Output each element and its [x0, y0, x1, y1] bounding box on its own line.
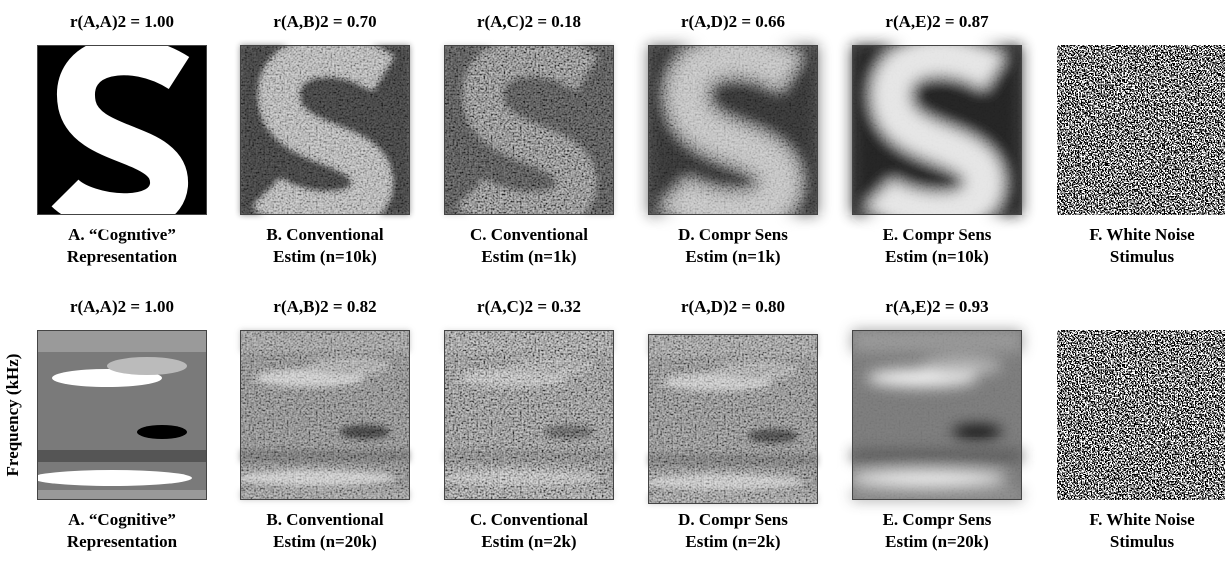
- panel-caption: E. Compr Sens: [883, 510, 992, 529]
- y-axis-label: Frequency (kHz): [3, 354, 22, 477]
- panel-caption: Estim (n=2k): [685, 532, 780, 551]
- panel-caption: B. Conventional: [266, 225, 383, 244]
- formant: [32, 470, 192, 486]
- panel-caption: Representation: [67, 247, 178, 266]
- noise-overlay: [852, 330, 1022, 500]
- panel-title: r(A,B)2 = 0.70: [273, 12, 376, 31]
- panel-image: [444, 37, 614, 232]
- panel-image: [847, 330, 1022, 500]
- image-frame: [852, 330, 1022, 500]
- panel-caption: A. “Cognitive”: [68, 510, 176, 529]
- panel-image: [643, 334, 818, 504]
- panel-caption: Estim (n=2k): [481, 532, 576, 551]
- image-features: [32, 330, 207, 500]
- noise-overlay: [444, 45, 614, 215]
- panel-title: r(A,D)2 = 0.66: [681, 12, 785, 31]
- formant: [107, 357, 187, 375]
- panel-caption: Stimulus: [1110, 532, 1175, 551]
- image-frame: [852, 45, 1022, 215]
- noise-image: [1057, 330, 1225, 500]
- image-frame: [240, 45, 410, 215]
- panel-title: r(A,E)2 = 0.87: [885, 12, 989, 31]
- dark-blob: [137, 425, 187, 439]
- panel-title: r(A,C)2 = 0.18: [477, 12, 581, 31]
- panel-image: [852, 37, 1022, 232]
- panel-caption: D. Compr Sens: [678, 510, 788, 529]
- panel-caption: A. “Cognitive”: [68, 225, 176, 244]
- band: [37, 330, 207, 352]
- noise-overlay: [444, 330, 614, 500]
- noise-overlay: [648, 45, 818, 215]
- panel-image: [1057, 330, 1225, 500]
- panel-title: r(A,A)2 = 1.00: [70, 12, 174, 31]
- panel-caption: Representation: [67, 532, 178, 551]
- noise-overlay: [240, 45, 410, 215]
- panel-caption: F. White Noise: [1089, 225, 1195, 244]
- panel-image: [32, 330, 207, 500]
- panel-title: r(A,D)2 = 0.80: [681, 297, 785, 316]
- panel-caption: D. Compr Sens: [678, 225, 788, 244]
- image-frame: [444, 45, 614, 215]
- panel-caption: Stimulus: [1110, 247, 1175, 266]
- noise-overlay: [648, 334, 818, 504]
- panel-caption: C. Conventional: [470, 510, 588, 529]
- band: [37, 450, 207, 462]
- panel-title: r(A,E)2 = 0.93: [885, 297, 988, 316]
- image-frame: [648, 45, 818, 215]
- s-shape: [51, 37, 190, 232]
- panel-caption: Estim (n=20k): [273, 532, 377, 551]
- panel-caption: Estim (n=10k): [885, 247, 989, 266]
- image-frame: [240, 330, 410, 500]
- image-frame: [444, 330, 614, 500]
- panel-caption: Estim (n=10k): [273, 247, 377, 266]
- band: [37, 490, 207, 500]
- image-features: [51, 37, 190, 232]
- panel-title: r(A,C)2 = 0.32: [477, 297, 581, 316]
- panel-caption: C. Conventional: [470, 225, 588, 244]
- panel-caption: F. White Noise: [1089, 510, 1195, 529]
- image-frame: [37, 330, 207, 500]
- panel-caption: Estim (n=20k): [885, 532, 989, 551]
- panel-caption: E. Compr Sens: [883, 225, 992, 244]
- noise-overlay: [240, 330, 410, 500]
- noise-image: [1057, 45, 1225, 215]
- panel-caption: B. Conventional: [266, 510, 383, 529]
- panel-caption: Estim (n=1k): [685, 247, 780, 266]
- panel-title: r(A,A)2 = 1.00: [70, 297, 174, 316]
- panel-image: [648, 37, 818, 232]
- panel-image: [1057, 45, 1225, 215]
- panel-image: [235, 330, 410, 500]
- panel-image: [37, 37, 207, 232]
- panel-caption: Estim (n=1k): [481, 247, 576, 266]
- image-frame: [648, 334, 818, 504]
- panel-image: [240, 37, 410, 232]
- image-frame: [37, 45, 207, 215]
- panel-image: [439, 330, 614, 500]
- panel-title: r(A,B)2 = 0.82: [273, 297, 376, 316]
- noise-overlay: [852, 45, 1022, 215]
